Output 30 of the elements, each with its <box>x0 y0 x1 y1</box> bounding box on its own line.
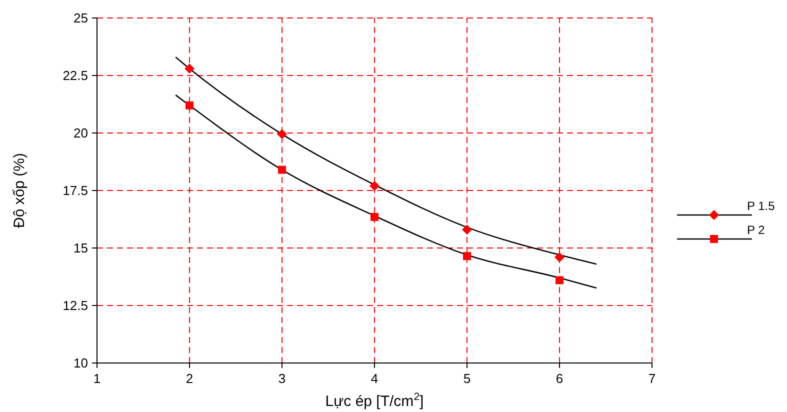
point <box>370 180 380 191</box>
x-tick-label: 3 <box>278 371 286 386</box>
point <box>463 252 471 260</box>
y-tick-label: 22.5 <box>62 68 88 84</box>
y-tick-label: 10 <box>74 356 88 371</box>
y-tick-label: 12.5 <box>62 298 88 314</box>
point <box>184 64 194 74</box>
point <box>462 224 472 235</box>
y-tick-label: 17.5 <box>62 183 88 198</box>
y-tick-label: 20 <box>74 126 88 141</box>
point <box>277 129 287 140</box>
x-tick-label: 7 <box>648 371 656 386</box>
point <box>554 252 564 262</box>
point <box>278 166 286 174</box>
y-tick-label: 25 <box>74 10 88 26</box>
x-tick-label: 1 <box>93 371 101 386</box>
text: P 2 <box>747 223 766 237</box>
y-tick-label: 15 <box>74 240 88 256</box>
point <box>186 101 194 110</box>
x-tick-label: 4 <box>370 371 378 386</box>
line-series <box>174 94 598 289</box>
x-tick-label: 6 <box>556 371 564 386</box>
point <box>556 276 564 284</box>
line-series <box>174 56 598 265</box>
x-tick-label: 2 <box>186 371 194 386</box>
point <box>370 212 378 221</box>
y-axis-title: Độ xốp (%) <box>11 152 28 228</box>
x-axis-title: Lực ép [T/cm$^{2}$] <box>325 391 424 410</box>
x-tick-label: 5 <box>463 371 471 386</box>
text: P 1.5 <box>747 199 776 213</box>
